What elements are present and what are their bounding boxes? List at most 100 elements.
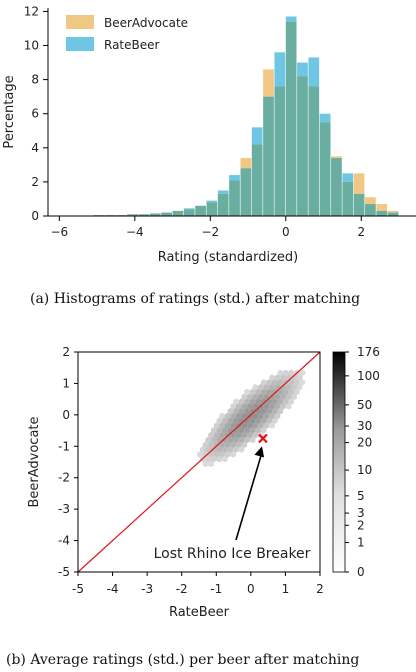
hexbin-cell bbox=[227, 408, 234, 415]
hexbin-cell bbox=[205, 436, 212, 444]
hist-bar-top bbox=[308, 57, 320, 87]
colorbar-tick-label: 30 bbox=[357, 419, 372, 433]
legend-label-ratebeer: RateBeer bbox=[104, 38, 160, 52]
hist-bar-overlap bbox=[161, 212, 172, 216]
hexbin-cell bbox=[288, 369, 295, 376]
hist-bar-overlap bbox=[308, 86, 320, 216]
hexbin-cell bbox=[299, 369, 306, 376]
hist-y-ticks: 0 2 4 6 8 10 12 bbox=[24, 4, 48, 223]
hexbin-y-tick-label: -1 bbox=[58, 439, 70, 453]
hist-bar-overlap bbox=[319, 122, 331, 216]
hexbin-y-tick-label: -2 bbox=[58, 471, 70, 485]
hexbin-cell bbox=[269, 393, 275, 400]
histogram-bars bbox=[93, 16, 399, 217]
colorbar-ticks: 0 1 23 5 10 20 30 50 100 176 bbox=[345, 345, 380, 579]
hexbin-y-tick-label: 2 bbox=[62, 345, 70, 359]
colorbar-tick-label: 50 bbox=[357, 398, 372, 412]
hist-bar-overlap bbox=[183, 209, 195, 216]
hist-bar-overlap bbox=[195, 205, 206, 216]
hexbin-cell bbox=[235, 412, 242, 420]
hexbin-cell bbox=[255, 417, 261, 424]
hexbin-cell bbox=[208, 432, 214, 439]
hexbin-cell bbox=[211, 456, 217, 463]
hexbin-cell bbox=[277, 369, 284, 376]
hist-y-tick-label: 6 bbox=[31, 107, 39, 121]
hist-bar-top bbox=[342, 173, 354, 182]
hexbin-y-tick-label: 1 bbox=[62, 376, 70, 390]
legend: BeerAdvocate RateBeer bbox=[66, 15, 188, 52]
hist-bar-overlap bbox=[342, 181, 354, 216]
hexbin-cell bbox=[299, 379, 306, 386]
hexbin-cell bbox=[247, 403, 253, 410]
hexbin-frame bbox=[77, 351, 321, 573]
hist-bar-overlap bbox=[172, 210, 184, 216]
hexbin-cell bbox=[244, 427, 250, 434]
hexbin-cell bbox=[241, 441, 248, 448]
colorbar bbox=[332, 351, 346, 573]
hist-bar-top bbox=[387, 210, 399, 213]
hexbin-cell bbox=[277, 388, 284, 396]
hexbin-cell bbox=[280, 384, 286, 391]
hexbin-cell bbox=[216, 417, 223, 424]
highlight-marker bbox=[258, 433, 268, 444]
hexbin-cell bbox=[247, 393, 253, 400]
hexbin-cell bbox=[266, 379, 272, 386]
hexbin-cell bbox=[271, 398, 278, 405]
hexbin-cell bbox=[227, 436, 234, 444]
hexbin-cell bbox=[222, 446, 228, 453]
hexbin-cell bbox=[294, 379, 300, 386]
hexbin-cell bbox=[224, 451, 231, 458]
hexbin-cell bbox=[271, 379, 278, 386]
hexbin-x-tick-label: -1 bbox=[210, 582, 222, 596]
hexbin-cell bbox=[288, 379, 295, 386]
hexbin-cell bbox=[283, 388, 289, 396]
hexbin-cell bbox=[277, 379, 284, 386]
hist-bar-top bbox=[376, 204, 388, 211]
hexbin-cell bbox=[205, 446, 212, 453]
hist-y-axis-label: Percentage bbox=[2, 75, 17, 148]
hexbin-cell bbox=[274, 403, 281, 410]
hexbin-cell bbox=[219, 451, 225, 458]
hexbin-cell bbox=[283, 398, 289, 405]
hexbin-cell bbox=[238, 446, 245, 453]
hexbin-cell bbox=[241, 432, 248, 439]
hexbin-cell bbox=[255, 398, 261, 405]
colorbar-tick-label: 2 bbox=[357, 518, 365, 532]
hist-y-tick-label: 10 bbox=[24, 39, 39, 53]
hexbin-cell bbox=[294, 388, 300, 396]
hexbin-cell bbox=[202, 451, 209, 458]
colorbar-tick-label: 5 bbox=[357, 489, 365, 503]
legend-swatch-ratebeer bbox=[66, 37, 94, 51]
hist-bar-overlap bbox=[149, 213, 161, 216]
hexbin-cell bbox=[211, 427, 217, 434]
hist-bar-top bbox=[285, 16, 297, 22]
marker-stroke bbox=[258, 433, 268, 444]
hexbin-cell bbox=[266, 388, 272, 396]
hexbin-cell bbox=[252, 412, 259, 420]
hexbin-cell bbox=[219, 441, 225, 448]
hexbin-cell bbox=[241, 393, 248, 400]
hexbin-cell bbox=[255, 388, 261, 396]
hexbin-cell bbox=[233, 446, 239, 453]
hist-bar-top bbox=[365, 197, 376, 205]
annotation-label: Lost Rhino Ice Breaker bbox=[154, 546, 311, 562]
hexbin-x-tick-label: -5 bbox=[72, 582, 84, 596]
hexbin-cell bbox=[222, 417, 228, 424]
hist-bar-top bbox=[353, 173, 365, 194]
colorbar-tick-label: 0 bbox=[357, 565, 365, 579]
hist-bar-overlap bbox=[331, 158, 342, 216]
hexbin-cell bbox=[271, 408, 278, 415]
hexbin-cell bbox=[280, 374, 286, 381]
hexbin-cell bbox=[260, 417, 267, 424]
hist-bar-overlap bbox=[240, 168, 252, 216]
hexbin-cell bbox=[222, 456, 228, 463]
hist-bar-top bbox=[251, 127, 263, 145]
hexbin-cell bbox=[263, 412, 270, 420]
hist-bar-top bbox=[274, 52, 286, 87]
hexbin-cell bbox=[255, 427, 261, 434]
hexbin-cell bbox=[274, 393, 281, 400]
hexbin-x-ticks: -5 -4 -3 -2 -1 0 1 2 bbox=[72, 572, 324, 596]
hexbin-cell bbox=[269, 412, 275, 420]
hist-bar-top bbox=[206, 200, 218, 203]
hexbin-cell bbox=[230, 422, 236, 429]
